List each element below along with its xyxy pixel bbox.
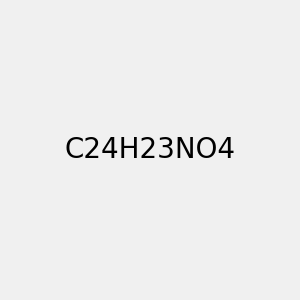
Text: C24H23NO4: C24H23NO4 <box>64 136 236 164</box>
